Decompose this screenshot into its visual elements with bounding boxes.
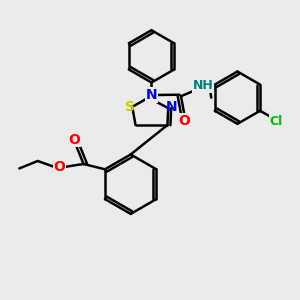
Text: O: O bbox=[69, 133, 81, 147]
Text: N: N bbox=[166, 100, 178, 114]
Text: O: O bbox=[178, 114, 190, 128]
Text: N: N bbox=[146, 88, 157, 102]
Text: Cl: Cl bbox=[269, 115, 283, 128]
Text: S: S bbox=[125, 100, 135, 114]
Text: NH: NH bbox=[193, 79, 214, 92]
Text: O: O bbox=[53, 160, 65, 174]
